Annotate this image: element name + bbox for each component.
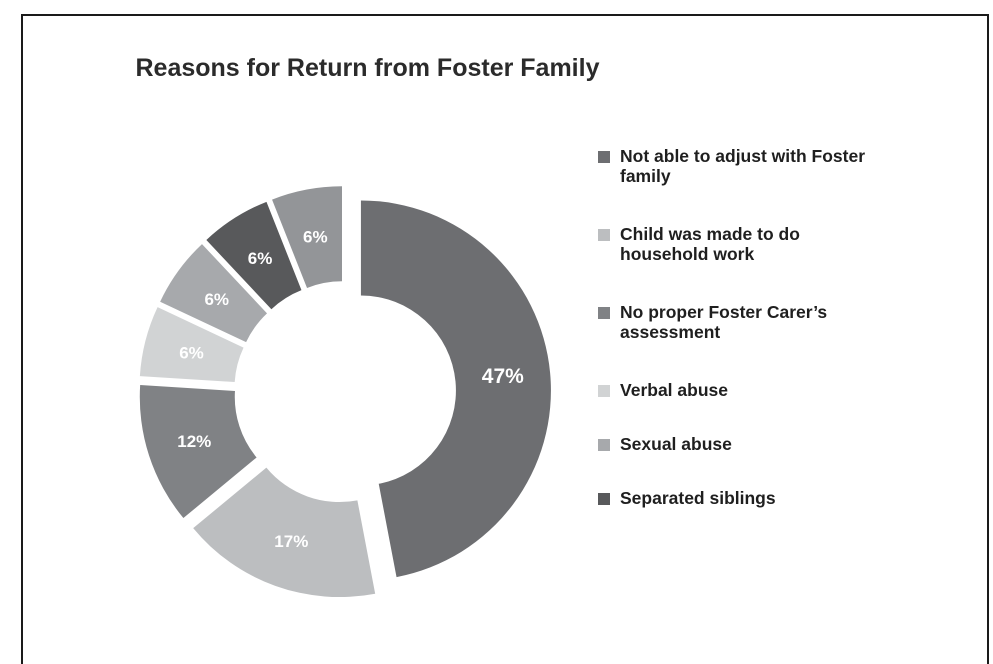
donut-slice-2 — [139, 385, 257, 519]
legend-swatch-0 — [598, 151, 610, 163]
legend-label-5: Separated siblings — [620, 488, 776, 508]
chart-title: Reasons for Return from Foster Family — [135, 54, 600, 82]
slice-label-1: 17% — [274, 532, 308, 551]
legend-item-1: Child was made to do household work — [598, 224, 880, 264]
slice-label-5: 6% — [248, 249, 273, 268]
donut-slice-5 — [206, 201, 302, 310]
slice-label-3: 6% — [179, 344, 204, 363]
chart-frame — [21, 14, 989, 664]
legend-swatch-2 — [598, 307, 610, 319]
donut-chart: 47% 17% 12% 6% 6% 6% 6% — [139, 186, 551, 598]
donut-slice-0 — [360, 200, 551, 578]
legend-swatch-3 — [598, 385, 610, 397]
legend-label-1: Child was made to do household work — [620, 224, 800, 264]
legend-label-4: Sexual abuse — [620, 434, 732, 454]
legend-item-2: No proper Foster Carer’s assessment — [598, 302, 880, 342]
legend-label-0: Not able to adjust with Foster family — [620, 146, 866, 186]
legend-item-0: Not able to adjust with Foster family — [598, 146, 880, 186]
legend-label-3: Verbal abuse — [620, 380, 728, 400]
slice-label-0: 47% — [482, 365, 524, 388]
legend-item-4: Sexual abuse — [598, 434, 880, 454]
legend-item-5: Separated siblings — [598, 488, 880, 508]
donut-slice-1 — [193, 467, 376, 598]
slice-label-2: 12% — [177, 432, 211, 451]
slice-label-6: 6% — [303, 227, 328, 246]
donut-slice-4 — [160, 244, 268, 343]
legend-swatch-1 — [598, 229, 610, 241]
legend-label-2: No proper Foster Carer’s assessment — [620, 302, 828, 342]
donut-slice-3 — [139, 307, 244, 383]
legend-swatch-5 — [598, 493, 610, 505]
donut-slice-6 — [272, 186, 343, 288]
legend-item-3: Verbal abuse — [598, 380, 880, 400]
slice-label-4: 6% — [204, 290, 229, 309]
legend-swatch-4 — [598, 439, 610, 451]
